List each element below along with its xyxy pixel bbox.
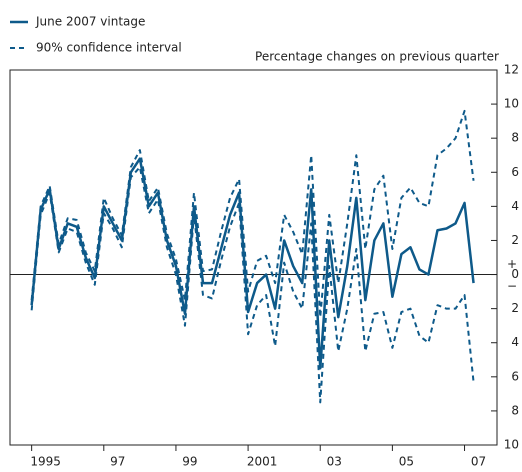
y-tick-label: 4 bbox=[511, 335, 519, 349]
subtitle: Percentage changes on previous quarter bbox=[255, 50, 499, 64]
y-tick-label: 4 bbox=[511, 199, 519, 213]
plot-frame bbox=[9, 69, 498, 446]
y-tick-label: 2 bbox=[511, 233, 519, 247]
x-tick-label: 2001 bbox=[247, 455, 278, 469]
legend-label: June 2007 vintage bbox=[35, 15, 145, 29]
data-line bbox=[30, 157, 475, 370]
x-tick-label: 99 bbox=[182, 455, 197, 469]
interval-line bbox=[30, 109, 475, 319]
y-tick-label: 2 bbox=[511, 301, 519, 315]
legend-label: 90% confidence interval bbox=[36, 41, 182, 55]
y-tick-label: 8 bbox=[511, 131, 519, 145]
y-tick-label: 8 bbox=[511, 403, 519, 417]
y-tick-label: 0 bbox=[511, 267, 519, 281]
x-tick-label: 07 bbox=[471, 455, 486, 469]
y-tick-label: 10 bbox=[504, 438, 519, 452]
x-tick-label: 97 bbox=[110, 455, 125, 469]
y-tick-label: 12 bbox=[504, 63, 519, 77]
interval-line bbox=[30, 166, 475, 404]
y-tick-label: 10 bbox=[504, 97, 519, 111]
sign-label: − bbox=[507, 279, 517, 293]
x-tick-label: 1995 bbox=[30, 455, 61, 469]
y-tick-label: 6 bbox=[511, 369, 519, 383]
x-tick-label: 03 bbox=[327, 455, 342, 469]
sign-label: + bbox=[507, 257, 517, 271]
y-tick-label: 6 bbox=[511, 165, 519, 179]
x-tick-label: 05 bbox=[399, 455, 414, 469]
